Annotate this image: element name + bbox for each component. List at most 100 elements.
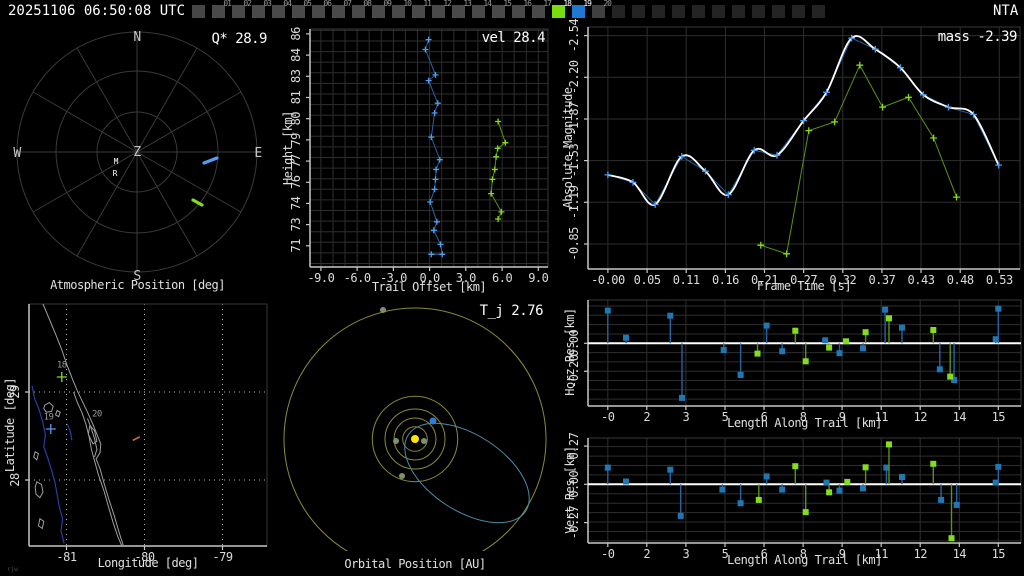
- frame-box-empty[interactable]: [672, 0, 692, 20]
- magnitude-ylabel: Absolute Magnitude: [561, 87, 575, 209]
- planet-orbit-ring: [402, 426, 428, 452]
- frame-box[interactable]: [452, 5, 465, 18]
- frame-box-13[interactable]: 13: [452, 0, 472, 20]
- frame-box[interactable]: [652, 5, 665, 18]
- frame-box-lead[interactable]: [192, 0, 212, 20]
- frame-box[interactable]: [672, 5, 685, 18]
- orbital-title: Orbital Position [AU]: [344, 557, 486, 571]
- svg-text:0.00: 0.00: [567, 330, 581, 357]
- frame-box[interactable]: [492, 5, 505, 18]
- frame-box[interactable]: [372, 5, 385, 18]
- frame-box[interactable]: [592, 5, 605, 18]
- frame-box-empty[interactable]: [652, 0, 672, 20]
- panel-orbital-position: [283, 307, 547, 551]
- residual-point: [763, 473, 770, 480]
- frame-number: 11: [423, 0, 432, 8]
- frame-box[interactable]: [732, 5, 745, 18]
- svg-text:-79: -79: [212, 550, 232, 564]
- frame-box-15[interactable]: 15: [492, 0, 512, 20]
- svg-text:-80: -80: [134, 550, 154, 564]
- frame-box[interactable]: [392, 5, 405, 18]
- tisserand-badge: T_j 2.76: [479, 303, 544, 319]
- residual-point: [843, 338, 849, 345]
- frame-box-empty[interactable]: [732, 0, 752, 20]
- latitude-ylabel: Latitude [deg]: [3, 377, 17, 473]
- frame-number: 07: [343, 0, 352, 8]
- planet-orbit-ring: [384, 408, 446, 470]
- app-title: NTA: [993, 3, 1019, 19]
- svg-text:11: 11: [874, 410, 888, 424]
- frame-box[interactable]: [532, 5, 545, 18]
- frame-box-20[interactable]: 20: [592, 0, 612, 20]
- frame-box[interactable]: [352, 5, 365, 18]
- frame-box[interactable]: [792, 5, 805, 18]
- frame-box[interactable]: [252, 5, 265, 18]
- svg-text:79: 79: [289, 133, 303, 147]
- frame-box-08[interactable]: 08: [352, 0, 372, 20]
- svg-text:E: E: [254, 146, 261, 161]
- frame-number: 06: [323, 0, 332, 8]
- frame-box-05[interactable]: 05: [292, 0, 312, 20]
- frame-box-empty[interactable]: [812, 0, 832, 20]
- residual-point: [992, 479, 999, 486]
- frame-box[interactable]: [552, 5, 565, 18]
- frame-box[interactable]: [272, 5, 285, 18]
- frame-box-11[interactable]: 11: [412, 0, 432, 20]
- residual-point: [883, 464, 890, 471]
- svg-text:0.16: 0.16: [712, 273, 739, 287]
- residual-point: [930, 460, 937, 467]
- frame-box[interactable]: [812, 5, 825, 18]
- frame-box[interactable]: [472, 5, 485, 18]
- frame-box-empty[interactable]: [632, 0, 652, 20]
- frame-box-06[interactable]: 06: [312, 0, 332, 20]
- frame-box-19[interactable]: 19: [572, 0, 592, 20]
- frame-box-07[interactable]: 07: [332, 0, 352, 20]
- frame-box-14[interactable]: 14: [472, 0, 492, 20]
- svg-text:0.0: 0.0: [420, 271, 440, 285]
- frame-box-empty[interactable]: [612, 0, 632, 20]
- frame-box-16[interactable]: 16: [512, 0, 532, 20]
- frame-box[interactable]: [332, 5, 345, 18]
- frame-box-empty[interactable]: [712, 0, 732, 20]
- frame-box[interactable]: [632, 5, 645, 18]
- frame-box-02[interactable]: 02: [232, 0, 252, 20]
- residual-point: [862, 464, 869, 471]
- velocity-badge: vel 28.4: [481, 30, 546, 46]
- frame-number: 13: [463, 0, 472, 8]
- frame-box-17[interactable]: 17: [532, 0, 552, 20]
- svg-text:0.11: 0.11: [673, 273, 700, 287]
- frame-box[interactable]: [232, 5, 245, 18]
- frame-box[interactable]: [572, 5, 585, 18]
- frame-box[interactable]: [752, 5, 765, 18]
- frame-box-04[interactable]: 04: [272, 0, 292, 20]
- frame-box-03[interactable]: 03: [252, 0, 272, 20]
- frame-box-12[interactable]: 12: [432, 0, 452, 20]
- frame-box-empty[interactable]: [752, 0, 772, 20]
- frame-box[interactable]: [292, 5, 305, 18]
- frame-box[interactable]: [512, 5, 525, 18]
- frame-box[interactable]: [612, 5, 625, 18]
- frame-box-01[interactable]: 01: [212, 0, 232, 20]
- frame-box[interactable]: [432, 5, 445, 18]
- frame-box[interactable]: [412, 5, 425, 18]
- residual-point: [623, 334, 629, 341]
- frame-box-empty[interactable]: [792, 0, 812, 20]
- panel-light-curve: -0.00 0.05 0.11 0.16 0.21 0.27 0.32 0.37 0.43 0.4…: [567, 19, 1021, 287]
- frame-box-empty[interactable]: [692, 0, 712, 20]
- frame-box[interactable]: [772, 5, 785, 18]
- frame-box[interactable]: [192, 5, 205, 18]
- frame-box[interactable]: [312, 5, 325, 18]
- frame-box-09[interactable]: 09: [372, 0, 392, 20]
- frame-box-18[interactable]: 18: [552, 0, 572, 20]
- frame-box[interactable]: [712, 5, 725, 18]
- frame-number: 18: [563, 0, 572, 8]
- frame-number: 12: [443, 0, 452, 8]
- frame-number: 16: [523, 0, 532, 8]
- frame-box-10[interactable]: 10: [392, 0, 412, 20]
- frame-box-empty[interactable]: [772, 0, 792, 20]
- frame-box[interactable]: [692, 5, 705, 18]
- frame-box[interactable]: [212, 5, 225, 18]
- residual-point: [604, 307, 611, 314]
- residual-point: [623, 478, 629, 485]
- svg-text:5: 5: [722, 547, 729, 561]
